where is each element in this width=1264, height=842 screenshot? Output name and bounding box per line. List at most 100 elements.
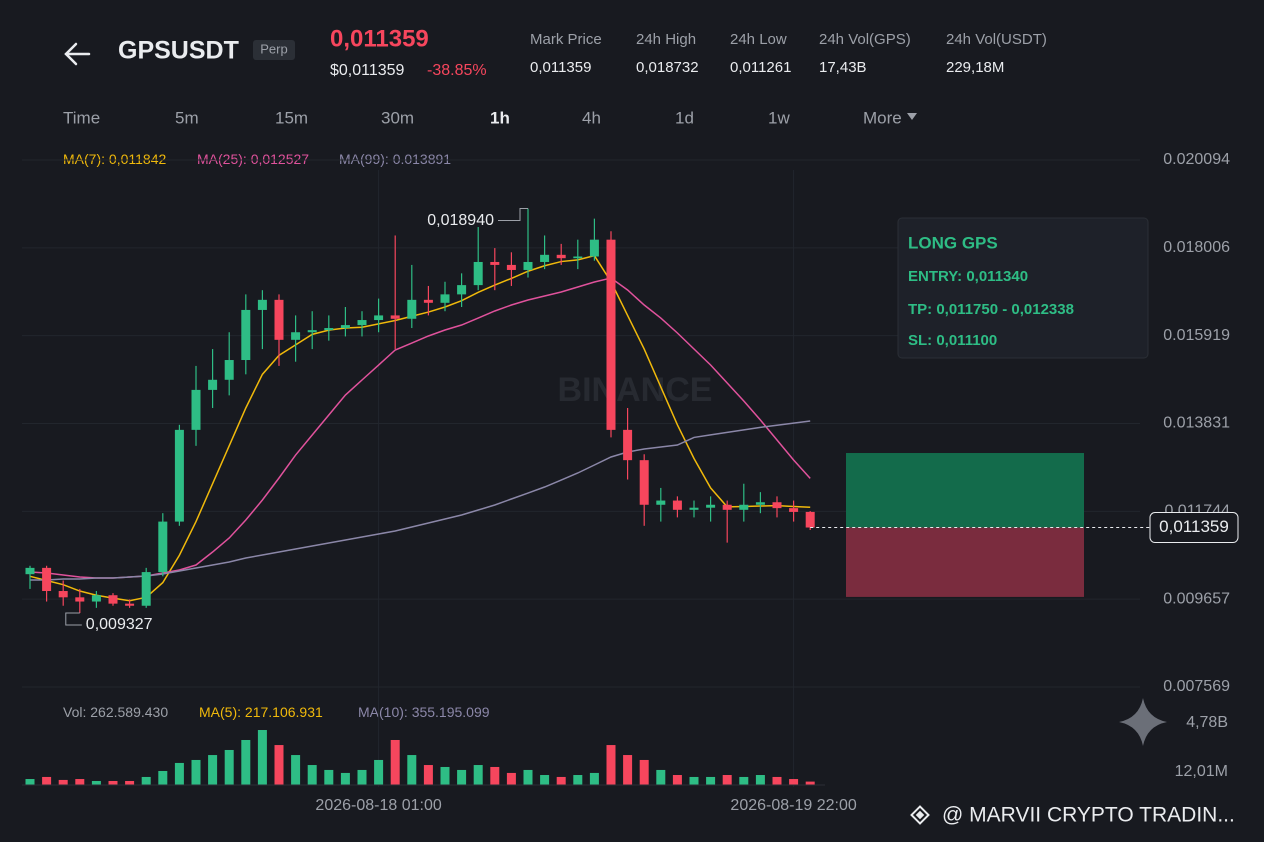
ma-legend-name: MA(99) <box>339 151 385 167</box>
ma-line <box>30 420 811 581</box>
candle-body <box>257 299 267 310</box>
candle-body <box>772 502 782 509</box>
candle-body <box>291 332 301 340</box>
profit-zone <box>846 453 1084 528</box>
candle-body <box>573 256 583 259</box>
interval-tab[interactable]: 1d <box>675 108 694 127</box>
candle-body <box>407 299 417 319</box>
ma-legend-name: MA(25) <box>197 151 243 167</box>
volume-bar <box>540 775 550 785</box>
candle-body <box>224 360 234 380</box>
candle-body <box>656 500 666 505</box>
candle-body <box>739 504 749 510</box>
y-tick-label: 0.013831 <box>1163 415 1230 432</box>
volume-bar <box>241 739 251 785</box>
candle-body <box>506 264 516 270</box>
volume-bar <box>58 779 68 785</box>
last-price-value: 0,011359 <box>1159 517 1229 536</box>
x-tick-label: 2026-08-18 01:00 <box>315 797 441 814</box>
signal-panel <box>897 217 1149 359</box>
volume-bar <box>174 762 184 785</box>
interval-tab[interactable]: 5m <box>175 108 199 127</box>
sparkle-icon[interactable] <box>1119 698 1167 746</box>
vol-legend-name: Vol <box>63 704 82 720</box>
candle-body <box>390 315 400 319</box>
high-label: 0,018940 <box>427 212 494 229</box>
candle-body <box>274 299 284 340</box>
volume-bar <box>623 755 633 785</box>
volume-bar <box>224 749 234 785</box>
volume-bar <box>42 776 52 785</box>
volume-bar <box>523 769 533 785</box>
low-label: 0,009327 <box>86 616 153 633</box>
candle-body <box>91 595 101 602</box>
candle-body <box>589 239 599 257</box>
stat-value: 0,011359 <box>530 59 591 76</box>
volume-bar <box>739 776 749 785</box>
interval-tab[interactable]: 4h <box>582 108 601 127</box>
candle-body <box>42 567 52 592</box>
ma-line <box>29 277 811 579</box>
loss-zone <box>846 527 1084 597</box>
candle-body <box>689 507 699 510</box>
ma-legend-value: 0,011842 <box>109 151 167 167</box>
back-button[interactable] <box>64 42 91 66</box>
contract: Perp <box>260 41 287 56</box>
candle-body <box>805 511 815 528</box>
volume-bar <box>689 776 699 785</box>
volume-bar <box>158 770 168 785</box>
volume-bar <box>208 755 218 785</box>
volume-bar <box>656 769 666 785</box>
signal-line: SL: 0,011100 <box>908 332 997 349</box>
last-price: 0,011359 <box>330 25 429 52</box>
volume-bar <box>755 775 765 785</box>
stat-label: 24h Vol(USDT) <box>946 31 1047 48</box>
volume-bar <box>75 779 85 785</box>
candle-body <box>374 315 384 321</box>
watermark: BINANCE <box>558 371 713 409</box>
interval-tab[interactable]: 30m <box>381 108 414 127</box>
candle-body <box>672 500 682 510</box>
volume-bar <box>506 772 516 785</box>
x-tick-label: 2026-08-19 22:00 <box>730 797 856 814</box>
candle-body <box>307 330 317 333</box>
candle-body <box>324 328 334 331</box>
interval-tab[interactable]: 1h <box>490 108 510 127</box>
vol-ma-name: MA(5) <box>199 704 237 720</box>
stats: Mark Price 0,011359 24h High 0,018732 24h Lo… <box>530 31 1047 76</box>
y-tick-label: 0.018006 <box>1163 239 1230 256</box>
y-tick-label: 0.015919 <box>1163 327 1230 344</box>
candle-body <box>58 591 68 598</box>
candle-body <box>108 595 118 604</box>
candle-body <box>606 239 616 430</box>
volume-bar <box>340 772 350 785</box>
stat-value: 17,43B <box>819 59 867 76</box>
interval-tab[interactable]: More <box>863 108 902 127</box>
contract-badge <box>253 40 295 60</box>
candle-body <box>340 325 350 329</box>
volume-bar <box>423 765 433 785</box>
volume-legend: Vol: 262.589.430 MA(5): 217.106.931 MA(1… <box>63 704 490 720</box>
volume-bar <box>291 755 301 785</box>
candle-body <box>457 285 467 295</box>
candle-body <box>706 504 716 508</box>
symbol[interactable]: GPSUSDT <box>118 37 239 65</box>
volume-bar <box>191 759 201 785</box>
candle-body <box>158 521 168 573</box>
candle-body <box>623 429 633 461</box>
volume-bar <box>257 730 267 785</box>
candle-body <box>789 508 799 512</box>
candle-body <box>523 261 533 270</box>
ma-legend-name: MA(7) <box>63 151 101 167</box>
interval-tab[interactable]: 1w <box>768 108 790 127</box>
binance-icon <box>910 805 930 825</box>
ma-line <box>29 254 811 602</box>
volume-bar <box>772 776 782 785</box>
candle-body <box>191 389 201 430</box>
interval-tab[interactable]: 15m <box>275 108 308 127</box>
candle-body <box>722 504 732 510</box>
volume-bar <box>440 766 450 785</box>
interval-tab[interactable]: Time <box>63 108 100 127</box>
